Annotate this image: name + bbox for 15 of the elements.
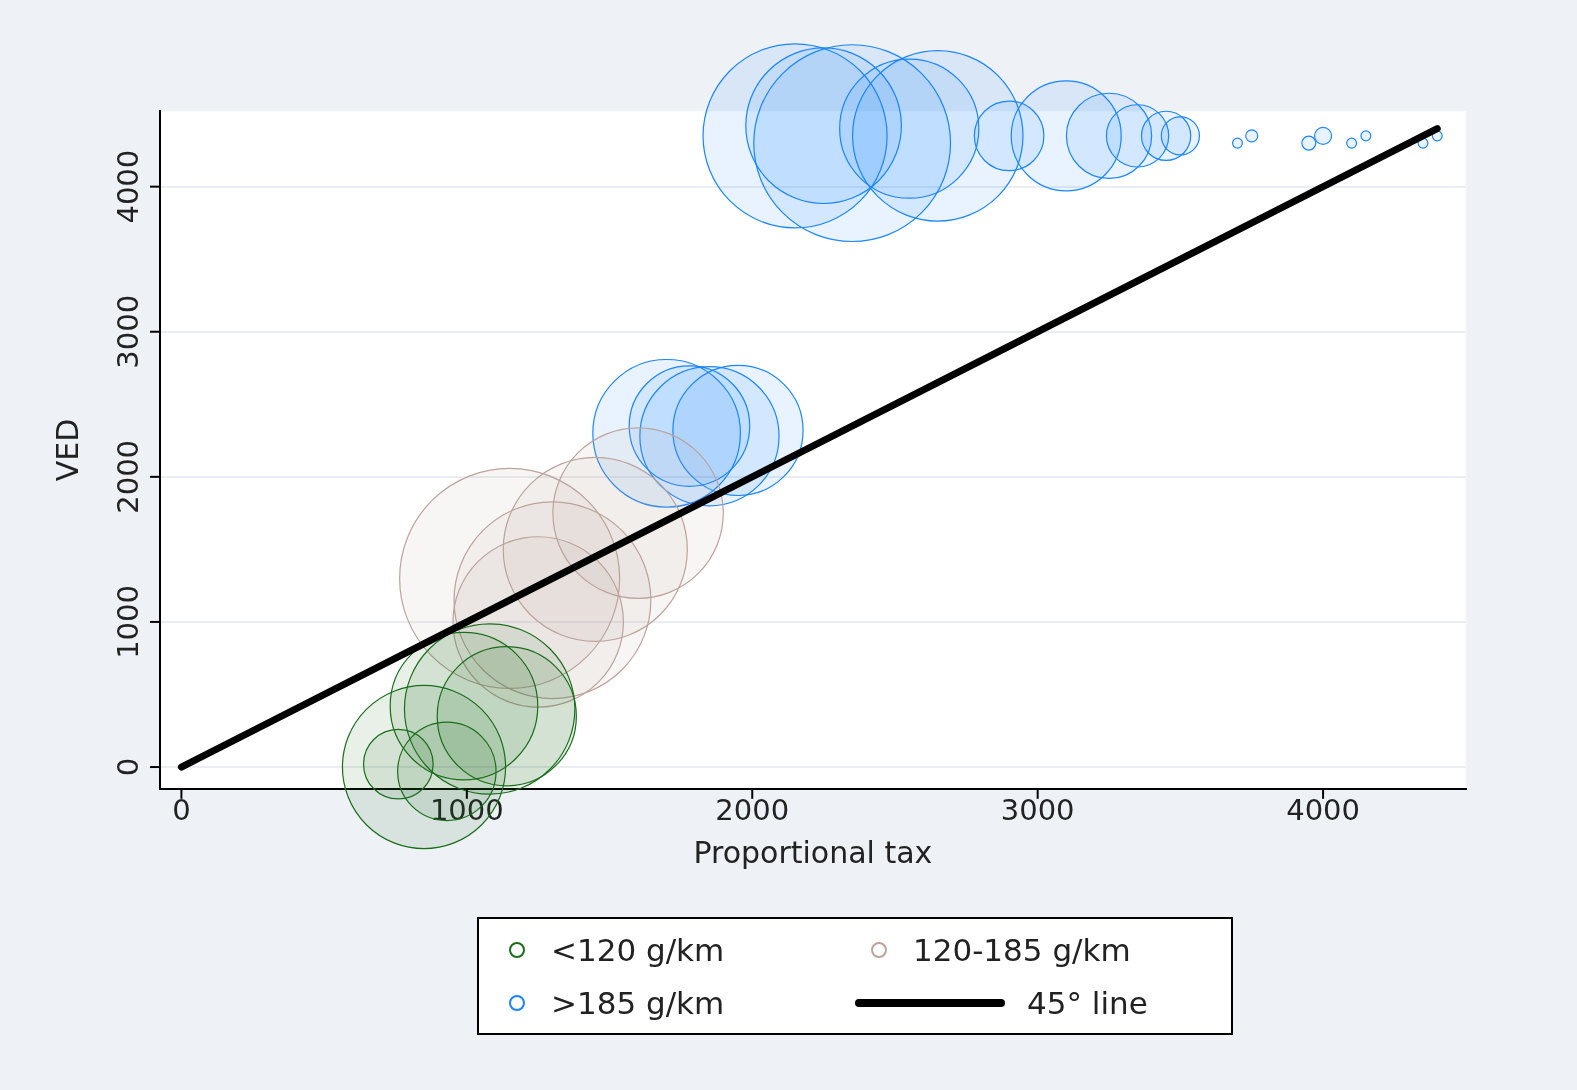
legend-label: <120 g/km	[551, 931, 725, 968]
x-tick-label: 3000	[1000, 792, 1075, 827]
y-tick-label: 3000	[110, 294, 145, 369]
y-tick-label: 2000	[110, 439, 145, 514]
y-tick-label: 4000	[110, 149, 145, 224]
x-tick-label: 0	[172, 792, 191, 827]
y-tick-label: 1000	[110, 585, 145, 659]
legend-label: >185 g/km	[551, 984, 725, 1021]
x-axis-title: Proportional tax	[693, 835, 933, 871]
legend-label: 120-185 g/km	[913, 931, 1131, 968]
y-tick-label: 0	[110, 757, 145, 777]
x-tick-label: 2000	[715, 792, 790, 827]
y-axis-title: VED	[49, 418, 85, 482]
x-tick-label: 4000	[1286, 792, 1360, 827]
legend-label: 45° line	[1027, 984, 1148, 1021]
